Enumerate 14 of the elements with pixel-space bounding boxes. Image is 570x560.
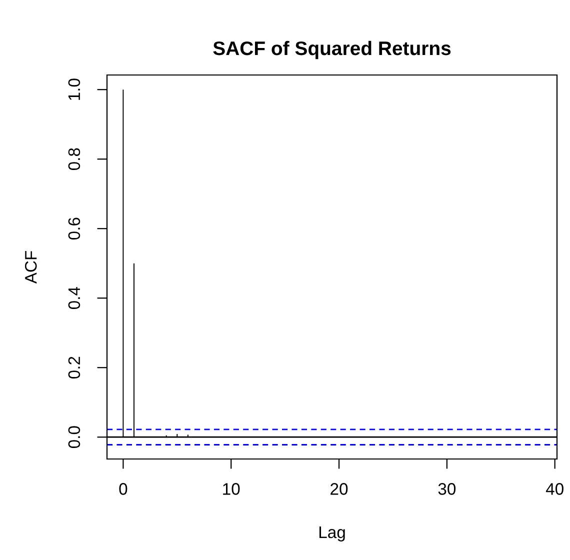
- x-tick-label: 30: [438, 483, 456, 495]
- x-tick-label: 10: [223, 483, 240, 495]
- y-tick-label: 0.2: [68, 356, 80, 379]
- y-tick-label: 0.8: [68, 148, 80, 170]
- chart-title: SACF of Squared Returns: [213, 40, 451, 60]
- y-tick-label: 0.0: [68, 426, 80, 448]
- x-tick-label: 0: [119, 483, 128, 495]
- x-tick-label: 40: [546, 483, 564, 495]
- y-axis-title: ACF: [24, 251, 37, 284]
- y-tick-label: 1.0: [68, 78, 80, 100]
- x-tick-label: 20: [330, 483, 348, 495]
- x-axis-title: Lag: [319, 526, 345, 542]
- y-tick-label: 0.6: [68, 218, 80, 240]
- y-tick-label: 0.4: [68, 287, 80, 310]
